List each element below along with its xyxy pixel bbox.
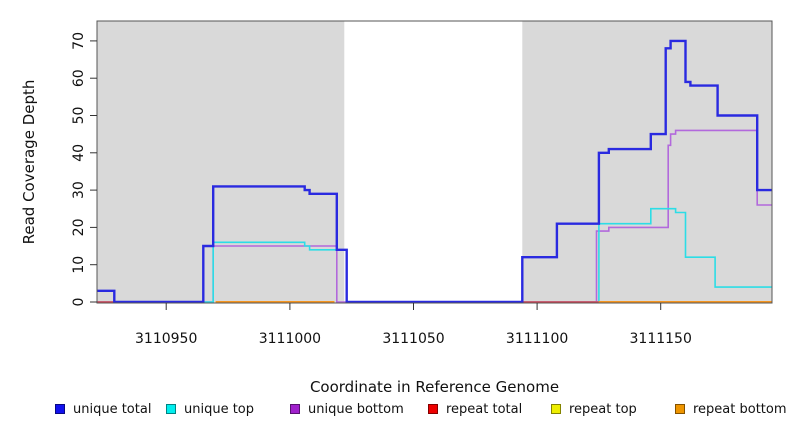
series-line-unique-bottom xyxy=(97,129,772,303)
y-tick-label: 50 xyxy=(71,107,87,125)
legend-item-repeat-top: repeat top xyxy=(551,401,637,417)
y-tick-label: 70 xyxy=(71,32,87,50)
series-line-unique-total xyxy=(97,39,772,304)
legend-label: unique total xyxy=(73,401,152,417)
x-tick-label: 3111000 xyxy=(259,331,321,347)
y-tick-label: 30 xyxy=(71,181,87,199)
legend-label: repeat total xyxy=(446,401,523,417)
x-tick-label: 3111100 xyxy=(506,331,568,347)
y-tick-label: 20 xyxy=(71,218,87,236)
y-tick-label: 60 xyxy=(71,69,87,87)
legend-swatch-icon xyxy=(675,404,685,414)
series-line-unique-top xyxy=(97,207,772,303)
legend-swatch-icon xyxy=(551,404,561,414)
legend-label: repeat bottom xyxy=(693,401,787,417)
legend-item-repeat-bottom: repeat bottom xyxy=(675,401,787,417)
y-tick-label: 0 xyxy=(71,298,87,307)
legend-item-unique-top: unique top xyxy=(166,401,254,417)
x-axis-title: Coordinate in Reference Genome xyxy=(309,378,560,396)
legend-swatch-icon xyxy=(428,404,438,414)
x-tick-label: 3110950 xyxy=(135,331,197,347)
legend-label: unique bottom xyxy=(308,401,404,417)
x-tick-label: 3111050 xyxy=(382,331,444,347)
legend-item-unique-total: unique total xyxy=(55,401,151,417)
plot-frame xyxy=(96,20,773,304)
shaded-region xyxy=(97,21,345,303)
legend-swatch-icon xyxy=(290,404,300,414)
legend-swatch-icon xyxy=(55,404,65,414)
shaded-region xyxy=(522,21,772,303)
x-tick-label: 3111150 xyxy=(630,331,692,347)
legend-swatch-icon xyxy=(166,404,176,414)
legend-label: unique top xyxy=(184,401,255,417)
legend-item-repeat-total: repeat total xyxy=(428,401,522,417)
legend-label: repeat top xyxy=(569,401,637,417)
y-tick-label: 40 xyxy=(71,144,87,162)
y-axis-title: Read Coverage Depth xyxy=(20,79,38,245)
y-tick-label: 10 xyxy=(71,256,87,274)
legend-item-unique-bottom: unique bottom xyxy=(290,401,404,417)
